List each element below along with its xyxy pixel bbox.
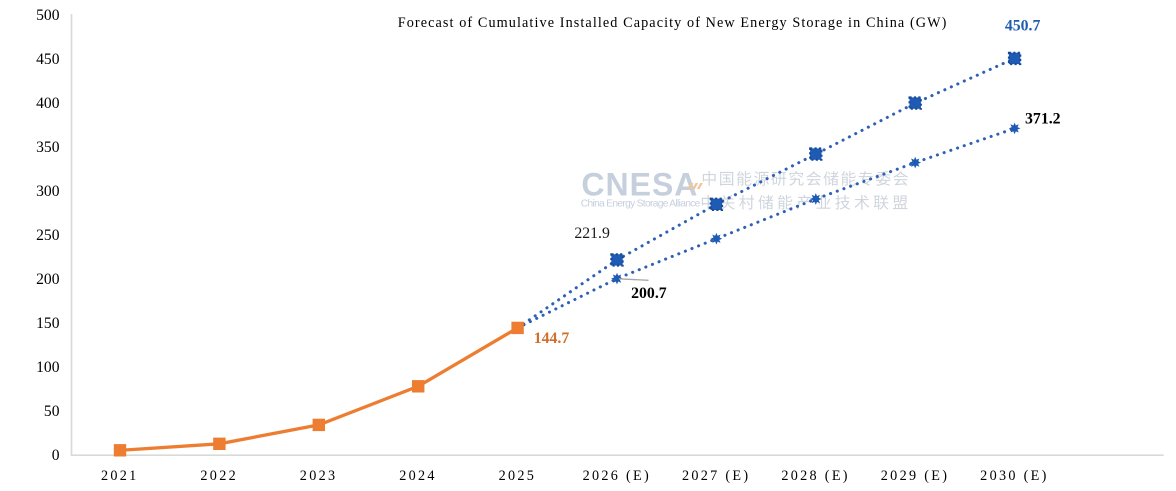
svg-text:2027 (E): 2027 (E) [682,468,750,484]
svg-text:450: 450 [36,51,60,68]
svg-text:China Energy Storage Alliance: China Energy Storage Alliance [581,198,701,209]
svg-text:2022: 2022 [200,468,238,484]
svg-text:350: 350 [36,139,60,156]
svg-text:2024: 2024 [399,468,437,484]
svg-text:2028 (E): 2028 (E) [781,468,849,484]
svg-text:100: 100 [36,359,60,376]
svg-text:371.2: 371.2 [1025,111,1061,128]
svg-text:50: 50 [44,403,60,420]
svg-text:200: 200 [36,271,60,288]
svg-text:300: 300 [36,183,60,200]
svg-text:221.9: 221.9 [574,225,610,242]
svg-text:Forecast of Cumulative Install: Forecast of Cumulative Installed Capacit… [398,15,948,31]
svg-text:144.7: 144.7 [534,330,570,347]
svg-text:500: 500 [36,7,60,24]
svg-text:2021: 2021 [101,468,139,484]
svg-text:2025: 2025 [499,468,537,484]
svg-text:0: 0 [52,447,60,464]
svg-text:200.7: 200.7 [631,285,667,302]
svg-text:2023: 2023 [300,468,338,484]
svg-text:150: 150 [36,315,60,332]
svg-text:2030 (E): 2030 (E) [980,468,1048,484]
svg-text:2026 (E): 2026 (E) [583,468,651,484]
svg-text:400: 400 [36,95,60,112]
svg-text:CNESA: CNESA [581,167,698,203]
svg-text:2029 (E): 2029 (E) [881,468,949,484]
svg-text:450.7: 450.7 [1005,17,1041,34]
svg-text:250: 250 [36,227,60,244]
